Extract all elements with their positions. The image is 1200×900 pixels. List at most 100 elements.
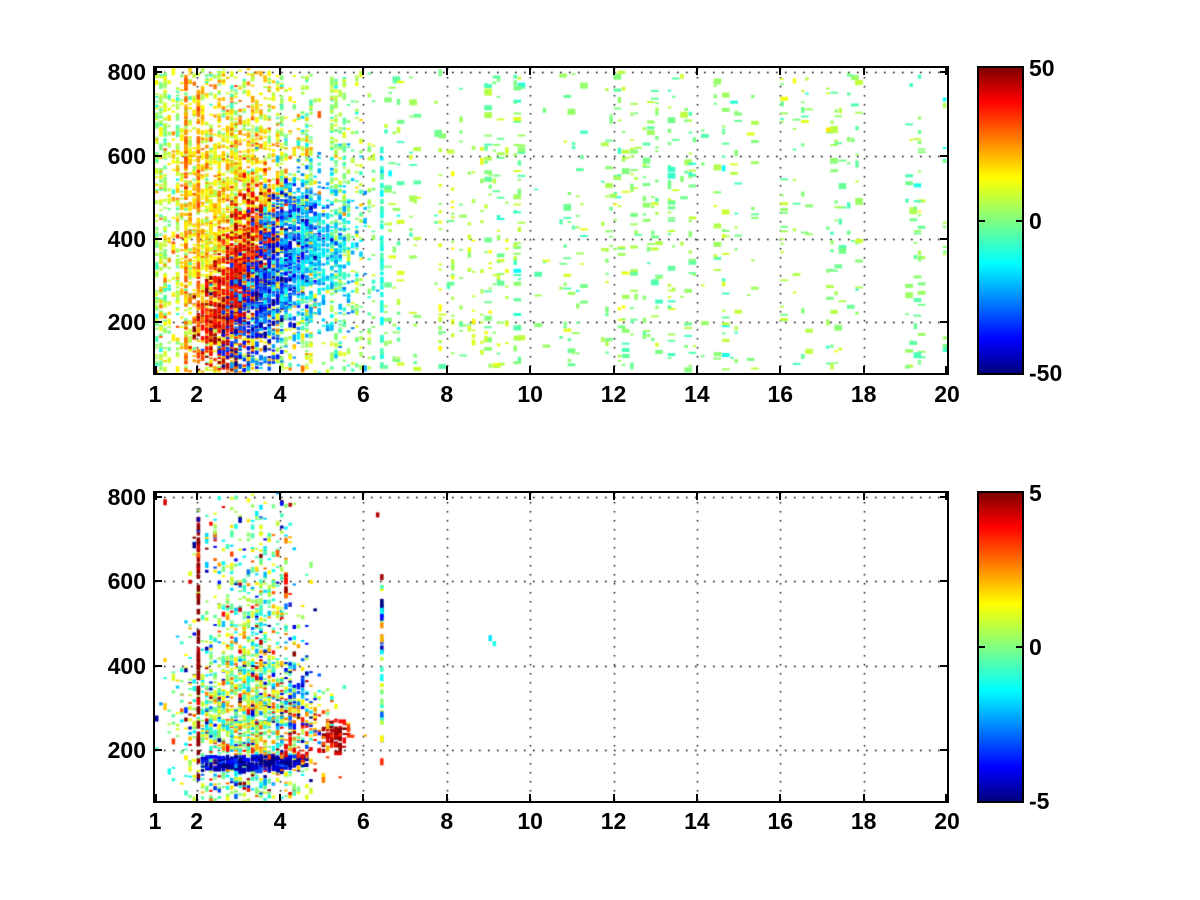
x-tick-label: 12 xyxy=(600,808,627,834)
x-tick-top xyxy=(613,68,615,75)
x-tick-label: 16 xyxy=(767,808,794,834)
colorbar-tick-label: 5 xyxy=(1029,480,1042,506)
x-tick-top xyxy=(863,493,865,500)
x-tick-top xyxy=(613,493,615,500)
x-tick-top xyxy=(362,493,364,500)
x-tick-bottom xyxy=(945,366,947,373)
x-tick-label: 20 xyxy=(934,808,960,834)
y-tick-label: 800 xyxy=(107,59,146,86)
x-tick-bottom xyxy=(945,794,947,801)
y-tick-left xyxy=(155,665,162,667)
colorbar-tick-label: -5 xyxy=(1029,788,1050,814)
y-tick-right xyxy=(940,665,947,667)
x-tick-label: 2 xyxy=(190,808,204,834)
x-tick-top xyxy=(446,493,448,500)
bottom-x-tick-labels: 1 2 4 6 8 10 12 14 16 18 20 xyxy=(149,808,960,838)
bottom-plot-axes xyxy=(153,491,949,803)
x-tick-bottom xyxy=(196,794,198,801)
y-tick-right xyxy=(940,321,947,323)
x-tick-bottom xyxy=(863,366,865,373)
x-tick-label: 4 xyxy=(273,808,287,834)
bottom-colorbar-labels: 5 0 -5 xyxy=(1029,480,1109,814)
x-tick-top xyxy=(863,68,865,75)
x-tick-top xyxy=(279,68,281,75)
y-tick-label: 200 xyxy=(107,736,146,763)
top-heatmap-canvas xyxy=(155,68,947,373)
top-x-tick-labels: 1 2 4 6 8 10 12 14 16 18 20 xyxy=(149,381,960,411)
x-tick-bottom xyxy=(155,366,157,373)
x-tick-bottom xyxy=(529,366,531,373)
x-tick-bottom xyxy=(155,794,157,801)
bottom-colorbar-gradient xyxy=(979,493,1022,801)
colorbar-tick-right xyxy=(1016,220,1022,222)
y-tick-left xyxy=(155,580,162,582)
y-tick-label: 400 xyxy=(107,652,146,679)
colorbar-tick-right xyxy=(1016,646,1022,648)
x-tick-label: 18 xyxy=(850,381,877,407)
bottom-heatmap-canvas xyxy=(155,493,947,801)
x-tick-bottom xyxy=(696,366,698,373)
y-tick-left xyxy=(155,321,162,323)
y-tick-label: 800 xyxy=(107,484,146,511)
colorbar-tick-label: 0 xyxy=(1029,634,1042,660)
top-colorbar xyxy=(977,66,1024,375)
y-tick-left xyxy=(155,496,162,498)
y-tick-right xyxy=(940,749,947,751)
x-tick-top xyxy=(779,68,781,75)
x-tick-bottom xyxy=(779,366,781,373)
x-tick-bottom xyxy=(446,366,448,373)
x-tick-bottom xyxy=(779,794,781,801)
y-tick-label: 400 xyxy=(107,225,146,252)
y-tick-label: 600 xyxy=(107,142,146,169)
x-tick-label: 18 xyxy=(850,808,877,834)
colorbar-tick-left xyxy=(979,646,985,648)
x-tick-label: 4 xyxy=(273,381,287,407)
x-tick-label: 10 xyxy=(517,808,543,834)
y-tick-label: 600 xyxy=(107,568,146,595)
x-tick-bottom xyxy=(696,794,698,801)
x-tick-top xyxy=(696,68,698,75)
x-tick-top xyxy=(196,493,198,500)
x-tick-bottom xyxy=(279,366,281,373)
x-tick-top xyxy=(362,68,364,75)
y-tick-right xyxy=(940,155,947,157)
x-tick-bottom xyxy=(362,794,364,801)
x-tick-bottom xyxy=(446,794,448,801)
x-tick-top xyxy=(279,493,281,500)
colorbar-tick-left xyxy=(979,220,985,222)
bottom-colorbar xyxy=(977,491,1024,803)
x-tick-top xyxy=(196,68,198,75)
x-tick-top xyxy=(529,68,531,75)
x-tick-top xyxy=(529,493,531,500)
y-tick-left xyxy=(155,749,162,751)
x-tick-bottom xyxy=(863,794,865,801)
y-tick-left xyxy=(155,155,162,157)
x-tick-label: 6 xyxy=(357,381,370,407)
y-tick-right xyxy=(940,580,947,582)
x-tick-label: 10 xyxy=(517,381,543,407)
x-tick-label: 1 xyxy=(148,381,162,407)
top-plot-axes xyxy=(153,66,949,375)
x-tick-label: 20 xyxy=(934,381,960,407)
bottom-y-tick-labels: 200 400 600 800 xyxy=(82,484,146,801)
x-tick-label: 8 xyxy=(440,808,454,834)
x-tick-label: 2 xyxy=(190,381,204,407)
x-tick-bottom xyxy=(362,366,364,373)
x-tick-label: 14 xyxy=(684,381,710,407)
x-tick-top xyxy=(779,493,781,500)
x-tick-bottom xyxy=(196,366,198,373)
x-tick-top xyxy=(696,493,698,500)
x-tick-label: 14 xyxy=(684,808,710,834)
top-y-tick-labels: 200 400 600 800 xyxy=(82,59,146,373)
y-tick-left xyxy=(155,71,162,73)
y-tick-right xyxy=(940,238,947,240)
x-tick-bottom xyxy=(529,794,531,801)
top-colorbar-gradient xyxy=(979,68,1022,373)
y-tick-right xyxy=(940,71,947,73)
x-tick-label: 6 xyxy=(357,808,370,834)
colorbar-tick-label: 0 xyxy=(1029,207,1042,234)
y-tick-right xyxy=(940,496,947,498)
x-tick-label: 8 xyxy=(440,381,454,407)
colorbar-tick-label: -50 xyxy=(1029,360,1063,386)
x-tick-label: 16 xyxy=(767,381,794,407)
